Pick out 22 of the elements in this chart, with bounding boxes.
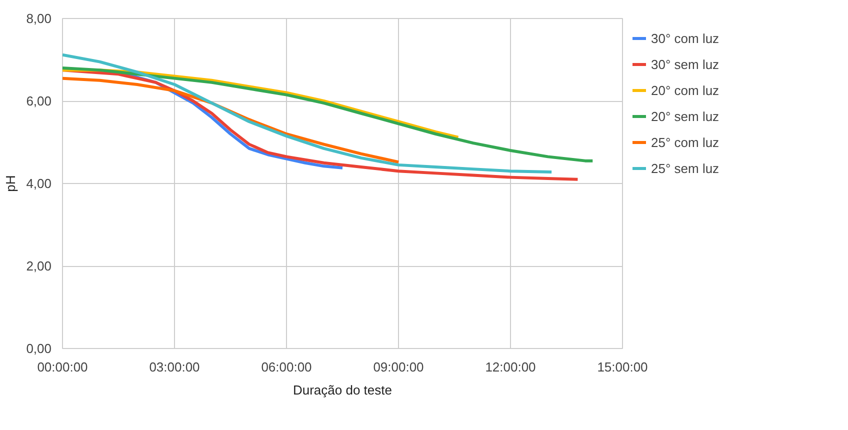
line-series: [62, 68, 580, 181]
legend-label: 25° sem luz: [651, 160, 720, 176]
line-series: [62, 66, 594, 162]
line-series: [62, 53, 554, 174]
x-tick-label: 00:00:00: [37, 360, 88, 374]
legend-label: 30° com luz: [651, 30, 720, 46]
legend-label: 20° sem luz: [651, 108, 720, 124]
x-tick-label: 03:00:00: [149, 360, 200, 374]
legend-label: 20° com luz: [651, 82, 720, 98]
y-tick-label: 6,00: [26, 94, 52, 108]
y-tick-label: 2,00: [26, 258, 52, 274]
y-axis-title: pH: [3, 175, 18, 192]
x-tick-label: 06:00:00: [261, 360, 312, 374]
x-tick-label: 09:00:00: [373, 360, 424, 374]
y-tick-label: 4,00: [26, 176, 52, 191]
legend-label: 25° com luz: [651, 134, 720, 150]
y-tick-label: 0,00: [26, 341, 52, 356]
legend-label: 30° sem luz: [651, 56, 720, 72]
x-axis-title: Duração do teste: [293, 382, 392, 398]
x-tick-label: 12:00:00: [485, 360, 536, 374]
y-tick-label: 8,00: [26, 11, 52, 26]
x-tick-label: 15:00:00: [597, 360, 648, 374]
